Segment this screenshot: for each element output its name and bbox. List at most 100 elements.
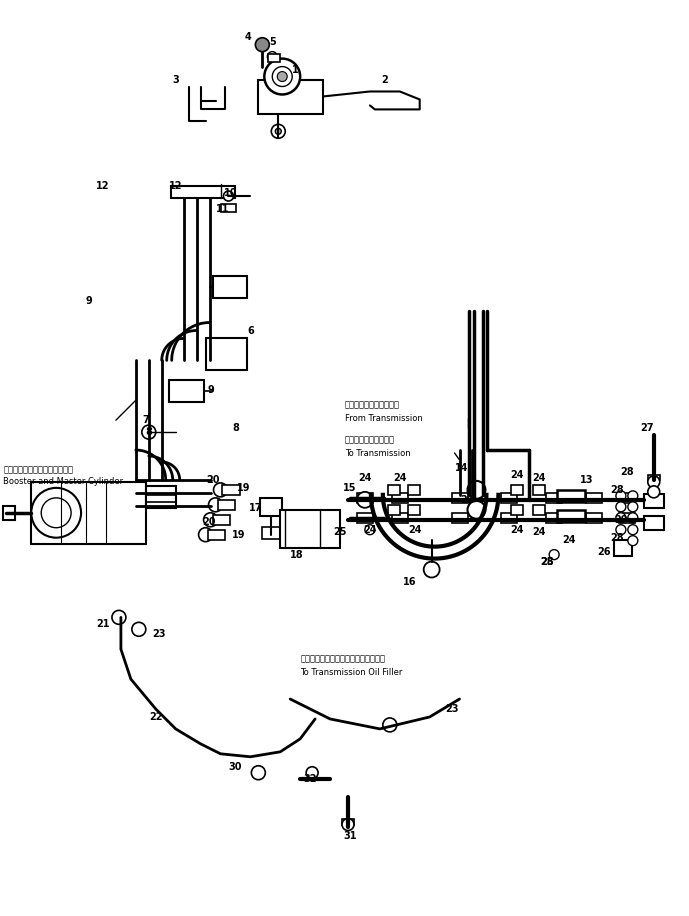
Text: 13: 13	[580, 474, 594, 485]
Bar	[169, 380, 203, 402]
Circle shape	[214, 483, 227, 496]
Text: 2: 2	[382, 74, 388, 84]
Bar	[171, 186, 236, 198]
Bar	[260, 497, 282, 516]
Text: 18: 18	[290, 550, 304, 560]
Text: 7: 7	[143, 415, 150, 425]
Bar	[146, 485, 176, 507]
Bar	[280, 510, 340, 548]
Circle shape	[41, 497, 71, 528]
Text: 10: 10	[224, 188, 237, 198]
Bar	[644, 516, 664, 529]
Bar	[207, 529, 225, 540]
Text: 27: 27	[640, 423, 654, 433]
Text: 20: 20	[206, 474, 219, 485]
Bar	[451, 493, 468, 503]
Text: 5: 5	[269, 37, 276, 47]
Text: 14: 14	[455, 463, 469, 473]
Text: 23: 23	[445, 704, 458, 714]
Circle shape	[616, 491, 626, 501]
Circle shape	[198, 528, 212, 541]
Text: 6: 6	[247, 325, 254, 335]
Circle shape	[468, 481, 486, 499]
Bar	[268, 54, 280, 61]
Circle shape	[628, 502, 638, 512]
Text: 24: 24	[511, 525, 524, 535]
Text: 16: 16	[403, 576, 416, 586]
Text: トランスミッションオイルフィラーへ: トランスミッションオイルフィラーへ	[300, 655, 385, 664]
Text: 24: 24	[393, 473, 407, 483]
Bar	[511, 505, 523, 515]
Bar	[533, 485, 545, 495]
Text: 22: 22	[149, 712, 163, 722]
Circle shape	[132, 622, 146, 637]
Circle shape	[271, 125, 285, 138]
Bar	[557, 490, 585, 502]
Bar	[614, 540, 632, 556]
Text: 19: 19	[232, 529, 245, 540]
Bar	[258, 80, 323, 114]
Text: 24: 24	[363, 525, 377, 535]
Bar	[220, 204, 236, 212]
Circle shape	[628, 525, 638, 535]
Text: ブースタおよびマスタシリンダ: ブースタおよびマスタシリンダ	[3, 465, 74, 474]
Bar	[557, 510, 585, 522]
Circle shape	[276, 128, 281, 135]
Bar	[357, 493, 373, 503]
Text: 23: 23	[152, 629, 165, 639]
Circle shape	[648, 485, 660, 497]
Bar	[263, 527, 280, 539]
Bar	[408, 485, 420, 495]
Circle shape	[468, 501, 486, 518]
Circle shape	[265, 59, 300, 94]
Circle shape	[616, 513, 626, 523]
Text: 12: 12	[96, 181, 110, 191]
Text: 11: 11	[216, 204, 229, 214]
Text: 24: 24	[562, 535, 576, 545]
Bar	[392, 513, 408, 523]
Text: 20: 20	[202, 517, 215, 527]
Text: 24: 24	[533, 473, 546, 483]
Text: 25: 25	[333, 527, 347, 537]
Circle shape	[306, 767, 318, 779]
Bar	[392, 493, 408, 503]
Circle shape	[342, 819, 354, 831]
Text: 9: 9	[207, 386, 214, 396]
Text: To Transmission: To Transmission	[345, 449, 411, 457]
Text: 4: 4	[245, 32, 251, 42]
Circle shape	[365, 525, 375, 535]
Text: To Transmission Oil Filler: To Transmission Oil Filler	[300, 668, 402, 677]
Circle shape	[628, 513, 638, 523]
Text: 17: 17	[249, 503, 262, 513]
Circle shape	[616, 525, 626, 535]
Circle shape	[357, 492, 373, 507]
Text: 21: 21	[96, 619, 110, 629]
Bar	[586, 493, 602, 503]
Text: 19: 19	[236, 483, 250, 493]
Bar	[212, 515, 230, 525]
Bar	[205, 339, 247, 370]
Circle shape	[142, 425, 156, 439]
Circle shape	[223, 191, 234, 201]
Bar	[546, 493, 562, 503]
Text: 24: 24	[533, 527, 546, 537]
Text: 1: 1	[292, 64, 298, 74]
Text: 28: 28	[540, 557, 554, 567]
Bar	[212, 276, 247, 298]
Bar	[342, 819, 354, 824]
Text: 24: 24	[408, 525, 422, 535]
Bar	[586, 513, 602, 523]
Bar	[619, 493, 635, 503]
Text: トランスミッションへ: トランスミッションへ	[345, 436, 395, 444]
Text: 25: 25	[540, 557, 554, 567]
Circle shape	[648, 476, 660, 488]
Text: 28: 28	[610, 485, 624, 495]
Bar	[546, 513, 562, 523]
Bar	[619, 513, 635, 523]
Text: 32: 32	[303, 774, 317, 784]
Bar	[511, 485, 523, 495]
Bar	[218, 500, 236, 510]
Bar	[533, 505, 545, 515]
Text: 15: 15	[343, 483, 357, 493]
Bar	[408, 505, 420, 515]
